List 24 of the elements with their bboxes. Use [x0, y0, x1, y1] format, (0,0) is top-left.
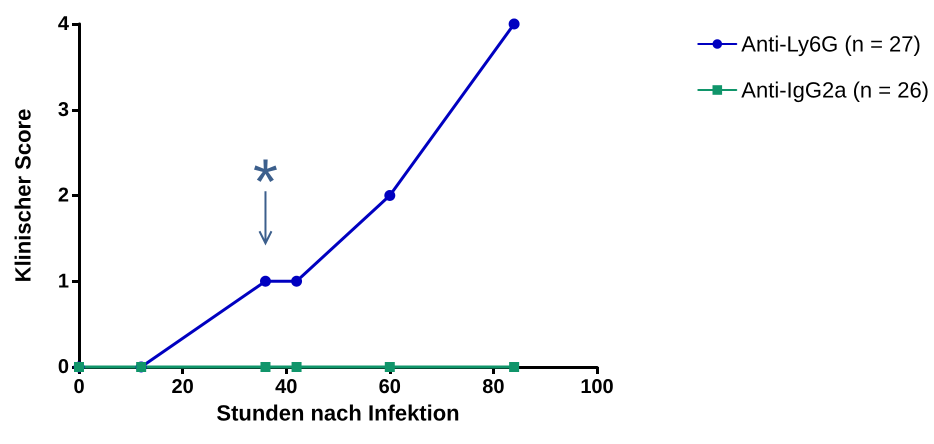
x-tick-label: 0	[73, 376, 85, 398]
legend-label: Anti-IgG2a (n = 26)	[741, 78, 930, 102]
point	[291, 276, 302, 287]
x-tick-label: 80	[482, 376, 505, 398]
point	[508, 18, 520, 30]
y-tick-label: 4	[58, 13, 70, 35]
point	[260, 276, 271, 287]
y-tick-label: 1	[58, 270, 69, 292]
x-tick-label: 60	[378, 376, 401, 398]
point	[260, 362, 270, 372]
y-tick-label: 0	[58, 356, 69, 378]
point	[384, 362, 395, 372]
point	[384, 190, 396, 201]
x-axis-title: Stunden nach Infektion	[216, 400, 460, 426]
x-tick-label: 40	[275, 376, 298, 398]
y-tick-label: 2	[58, 184, 69, 206]
annotation: *	[253, 145, 278, 218]
point	[292, 362, 302, 372]
x-tick-label: 100	[580, 376, 614, 398]
y-axis-title: Klinischer Score	[10, 108, 36, 282]
y-tick-label: 3	[58, 98, 69, 121]
x-tick-label: 20	[171, 376, 194, 398]
legend-label: Anti-Ly6G (n = 27)	[741, 32, 921, 56]
point	[509, 362, 520, 372]
